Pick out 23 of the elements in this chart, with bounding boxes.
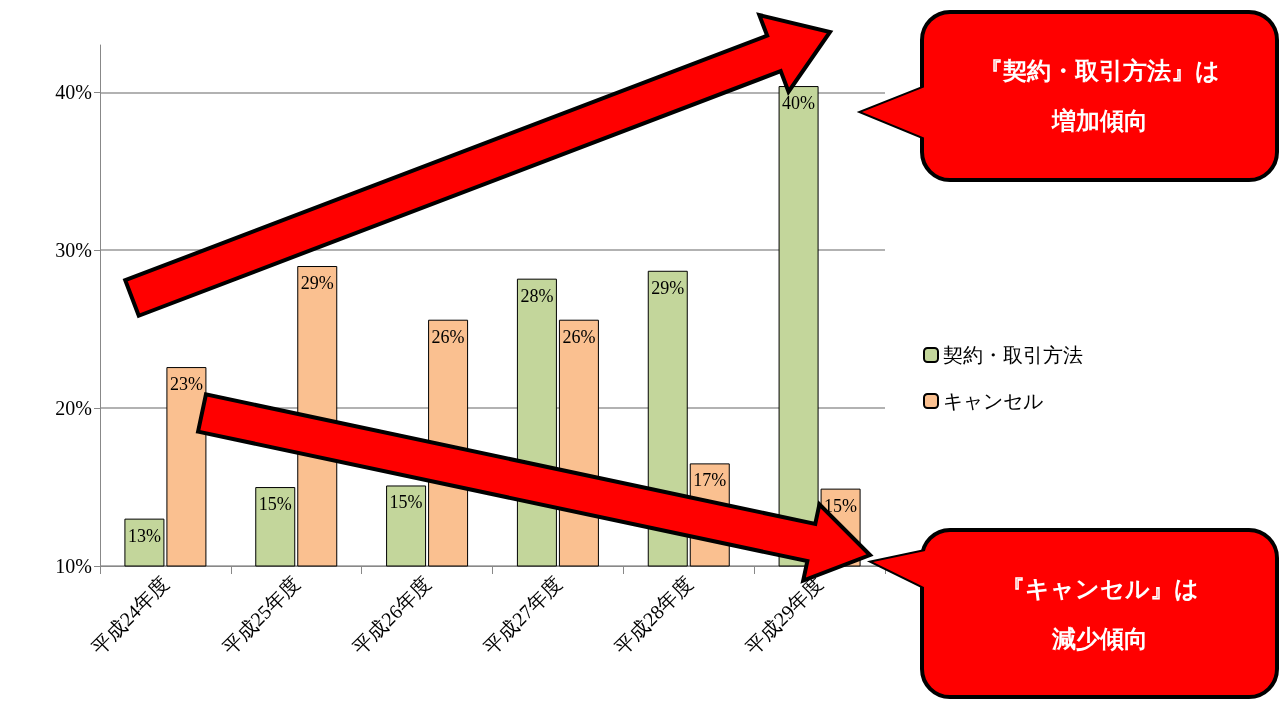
data-label: 29% <box>651 277 685 298</box>
legend-label: 契約・取引方法 <box>943 344 1083 366</box>
y-tick-label: 20% <box>55 397 92 420</box>
y-tick-label: 30% <box>55 239 92 262</box>
x-tick-label: 平成25年度 <box>217 572 305 659</box>
text: 『契約・取引方法』は増加傾向 <box>978 56 1221 137</box>
data-label: 13% <box>127 525 161 546</box>
data-label: 26% <box>562 326 596 347</box>
data-label: 28% <box>520 285 554 306</box>
x-tick-label: 平成27年度 <box>479 572 566 659</box>
data-label: 40% <box>782 93 816 114</box>
data-label: 23% <box>169 374 203 395</box>
data-label: 15% <box>824 495 858 516</box>
x-tick-label: 平成26年度 <box>348 572 435 659</box>
data-label: 29% <box>300 273 334 294</box>
data-label: 15% <box>389 492 423 513</box>
text: 『キャンセル』は減少傾向 <box>999 573 1200 655</box>
data-label: 26% <box>431 326 465 347</box>
legend-label: キャンセル <box>943 390 1043 412</box>
y-tick-label: 40% <box>55 81 92 104</box>
x-tick-label: 平成28年度 <box>610 572 697 659</box>
data-label: 15% <box>258 494 292 515</box>
data-label: 17% <box>693 470 727 491</box>
